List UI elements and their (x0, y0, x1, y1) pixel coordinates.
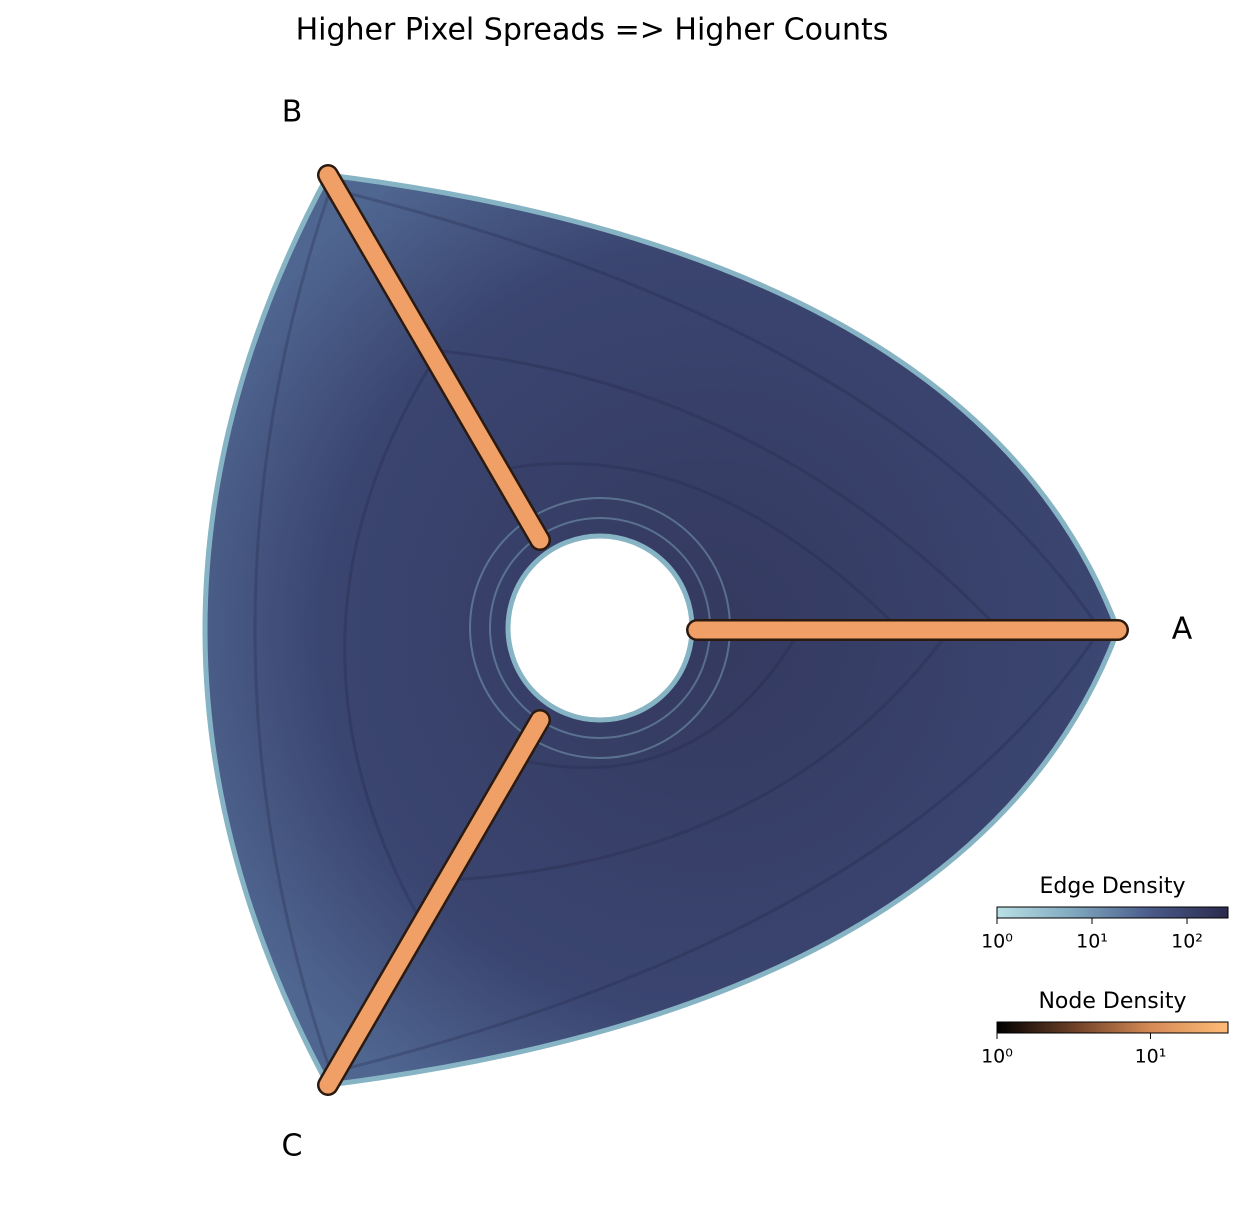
tick-label: 10² (1171, 931, 1203, 953)
axis-label: B (282, 95, 303, 130)
edge-texture (253, 188, 1102, 1072)
axis-label: C (282, 1129, 303, 1164)
colorbar-title: Edge Density (1040, 874, 1186, 899)
tick-label: 10⁰ (981, 1046, 1013, 1068)
edge-region (202, 172, 1121, 1088)
axis-b-nodes (319, 166, 549, 549)
chart-title: Higher Pixel Spreads => Higher Counts (296, 13, 889, 48)
colorbar-title: Node Density (1038, 989, 1186, 1014)
edge-bundle (202, 172, 1121, 1088)
tick-label: 10¹ (1135, 1046, 1167, 1068)
node-axes (317, 164, 1129, 1096)
tick-label: 10¹ (1076, 931, 1108, 953)
axis-label: A (1172, 612, 1193, 647)
tick-label: 10⁰ (981, 931, 1013, 953)
colorbar (996, 906, 1229, 919)
axis-c-nodes (319, 711, 549, 1094)
colorbar (996, 1021, 1229, 1034)
